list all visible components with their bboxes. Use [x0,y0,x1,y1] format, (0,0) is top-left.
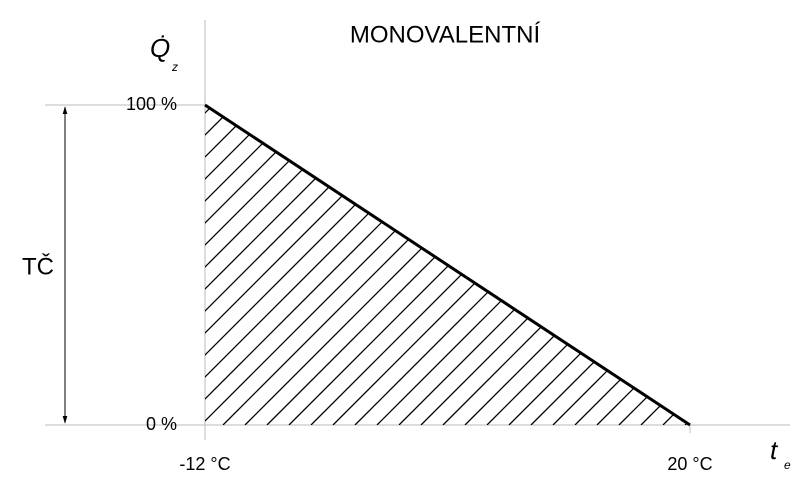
hatch-line [205,105,388,425]
hatch-line [376,105,690,425]
hatch-line [288,105,630,425]
hatch-line [205,105,520,425]
x-tick-label: -12 °C [179,454,230,474]
hatch-line [205,105,432,425]
hatch-line [707,85,794,425]
hatch-line [530,105,690,425]
y-tick-label: 0 % [146,414,177,434]
y-axis-label: Q̇ [150,33,170,63]
hatch-line [420,105,690,425]
x-tick-label: 20 °C [667,454,712,474]
y-tick-label: 100 % [126,94,177,114]
hatch-line [205,105,344,425]
hatch-line [464,105,690,425]
hatch-line [205,105,300,425]
x-axis-label-sub: e [784,458,791,472]
hatch-line [205,105,498,425]
area-edge [204,103,691,427]
hatch-line [574,105,690,425]
hatch-line [310,105,652,425]
hatch-line [773,85,794,425]
hatch-line [508,105,690,425]
hatch-line [205,105,410,425]
hatch-line [205,105,366,425]
hatch-line [354,105,690,425]
x-axis-label: t [770,435,779,465]
hatch-line [486,105,690,425]
hatch-line [596,105,690,425]
hatch-line [684,105,690,425]
hatch-line [205,105,476,425]
annotation: TČ [22,252,54,280]
hatch-line [205,105,278,425]
hatch-line [266,105,608,425]
hatch-line [332,105,674,425]
hatch [205,85,794,425]
hatch-line [618,105,690,425]
hatch-line [729,85,794,425]
hatch-line [552,105,690,425]
hatch-line [222,105,564,425]
hatch-line [244,105,586,425]
y-axis-label-sub: z [171,60,178,74]
hatch-line [751,85,794,425]
chart-title: MONOVALENTNÍ [350,21,541,48]
hatch-line [205,105,454,425]
hatch-line [398,105,690,425]
hatch-line [662,105,690,425]
hatch-line [640,105,690,425]
